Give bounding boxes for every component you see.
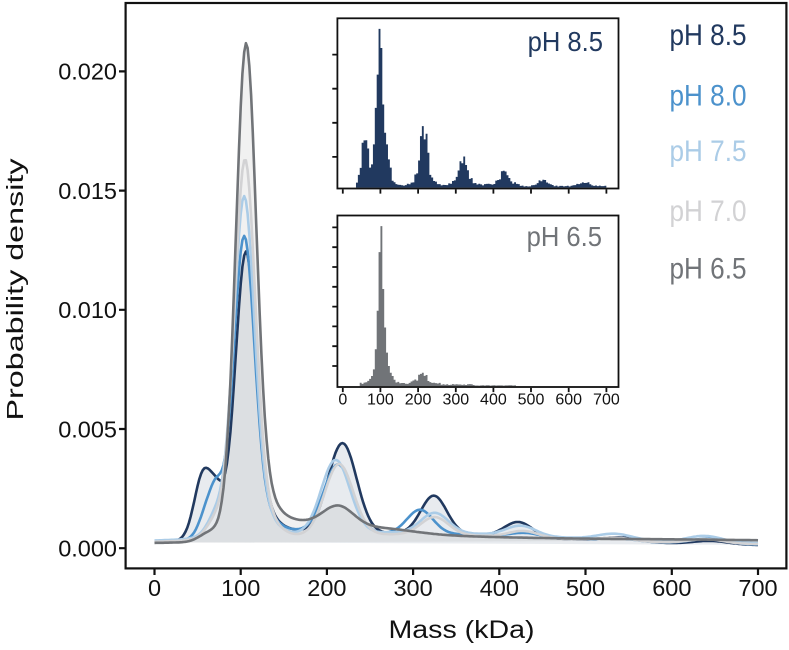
svg-text:100: 100 — [367, 392, 394, 409]
svg-text:pH 8.5: pH 8.5 — [670, 19, 747, 52]
svg-text:pH 8.0: pH 8.0 — [670, 80, 747, 113]
svg-text:0: 0 — [148, 575, 161, 601]
svg-text:pH 6.5: pH 6.5 — [670, 253, 747, 286]
svg-text:Mass (kDa): Mass (kDa) — [389, 616, 535, 644]
svg-text:200: 200 — [307, 575, 346, 601]
svg-text:600: 600 — [652, 575, 691, 601]
svg-text:500: 500 — [566, 575, 605, 601]
svg-text:400: 400 — [480, 575, 519, 601]
svg-text:pH 7.5: pH 7.5 — [670, 135, 747, 168]
svg-text:700: 700 — [593, 392, 620, 409]
svg-text:200: 200 — [405, 392, 432, 409]
svg-text:600: 600 — [555, 392, 582, 409]
svg-text:500: 500 — [518, 392, 545, 409]
svg-text:Probability density: Probability density — [2, 158, 28, 420]
svg-text:pH 6.5: pH 6.5 — [527, 221, 602, 252]
svg-text:700: 700 — [738, 575, 777, 601]
svg-text:300: 300 — [393, 575, 432, 601]
svg-text:100: 100 — [221, 575, 260, 601]
svg-text:pH 8.5: pH 8.5 — [528, 26, 603, 57]
svg-text:0.000: 0.000 — [58, 536, 117, 562]
svg-text:pH 7.0: pH 7.0 — [670, 195, 747, 228]
svg-text:0.020: 0.020 — [58, 59, 117, 85]
svg-text:400: 400 — [480, 392, 507, 409]
svg-text:0.010: 0.010 — [58, 297, 117, 323]
svg-text:0: 0 — [338, 392, 347, 409]
svg-text:300: 300 — [442, 392, 469, 409]
svg-text:0.015: 0.015 — [58, 178, 117, 204]
svg-text:0.005: 0.005 — [58, 416, 117, 442]
